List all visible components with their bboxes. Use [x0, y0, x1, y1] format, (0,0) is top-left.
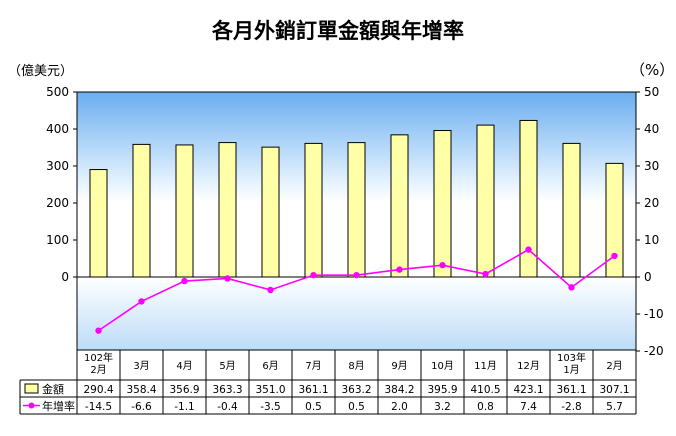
line-value-label: -3.5	[260, 401, 281, 413]
bar	[476, 124, 495, 278]
line-point	[439, 261, 446, 269]
category-label: 12月	[517, 360, 540, 372]
left-axis-tick-label: 500	[46, 85, 69, 99]
line-value-label: 5.7	[606, 401, 623, 413]
bar-value-label: 361.1	[298, 384, 328, 396]
line-value-label: -6.6	[131, 401, 152, 413]
bar	[304, 142, 323, 278]
bar-value-label: 395.9	[427, 384, 457, 396]
right-axis-tick-label: -10	[644, 307, 664, 321]
right-axis-unit: （%）	[630, 61, 674, 79]
line-point	[95, 327, 102, 334]
right-axis-tick-label: 10	[644, 233, 659, 247]
left-axis-tick-label: 400	[46, 122, 69, 136]
left-axis-tick-label: 300	[46, 159, 69, 173]
bar	[562, 142, 581, 278]
category-label: 3月	[133, 360, 149, 372]
bar	[261, 146, 280, 278]
bar-value-label: 423.1	[513, 384, 543, 396]
line-value-label: 7.4	[520, 401, 537, 413]
line-value-label: 0.8	[477, 401, 494, 413]
line-value-label: -2.8	[561, 401, 582, 413]
right-axis-tick-label: 50	[644, 85, 659, 99]
category-label: 4月	[176, 360, 192, 372]
category-label: 7月	[305, 360, 321, 372]
line-value-label: 3.2	[434, 401, 451, 413]
right-axis-tick-label: 20	[644, 196, 659, 210]
left-axis-tick-label: 100	[46, 233, 69, 247]
bar	[89, 169, 108, 278]
bar-value-label: 290.4	[83, 384, 113, 396]
line-value-label: -0.4	[217, 401, 238, 413]
line-point	[568, 284, 575, 291]
bar-value-label: 384.2	[384, 384, 414, 396]
category-label: 6月	[262, 360, 278, 372]
bar	[390, 134, 409, 278]
category-label: 102年 2月	[84, 351, 113, 376]
line-point	[353, 271, 360, 279]
category-label: 10月	[431, 360, 454, 372]
category-label: 11月	[474, 360, 497, 372]
legend-line-label: 年增率	[42, 399, 75, 413]
line-value-label: 0.5	[348, 401, 365, 413]
right-axis-tick-label: 0	[644, 270, 652, 284]
chart-title: 各月外銷訂單金額與年增率	[211, 18, 464, 43]
category-label: 9月	[391, 360, 407, 372]
bar	[605, 162, 624, 278]
plot-area-lower	[77, 277, 636, 350]
legend-line-marker	[28, 402, 35, 409]
legend-bar-swatch	[24, 383, 39, 394]
left-axis-unit: （億美元）	[8, 63, 73, 79]
category-label: 103年 1月	[557, 351, 586, 376]
plot-frame	[76, 91, 637, 351]
bar	[433, 130, 452, 278]
category-label: 2月	[606, 360, 622, 372]
right-axis-tick-label: -20	[644, 344, 664, 358]
line-point	[224, 275, 231, 282]
line-value-label: -14.5	[85, 401, 112, 413]
bar-value-label: 356.9	[169, 384, 199, 396]
legend-bar-label: 金額	[42, 382, 64, 396]
left-axis-tick-label: 0	[61, 270, 69, 284]
line-point	[310, 271, 317, 279]
line-point	[482, 270, 489, 278]
right-axis-tick-label: 30	[644, 159, 659, 173]
line-point	[525, 246, 532, 253]
bar-value-label: 361.1	[556, 384, 586, 396]
bar-value-label: 363.3	[212, 384, 242, 396]
category-label: 8月	[348, 360, 364, 372]
bar-value-label: 351.0	[255, 384, 285, 396]
bar	[218, 142, 237, 278]
right-axis-tick-label: 40	[644, 122, 659, 136]
category-label: 5月	[219, 360, 235, 372]
bar-value-label: 363.2	[341, 384, 371, 396]
line-point	[267, 286, 274, 294]
bar-value-label: 307.1	[599, 384, 629, 396]
bar-value-label: 410.5	[470, 384, 500, 396]
bar-value-label: 358.4	[126, 384, 156, 396]
bar	[132, 143, 151, 278]
line-point	[181, 277, 188, 285]
bar	[519, 119, 538, 278]
line-value-label: -1.1	[174, 401, 195, 413]
bar	[347, 142, 366, 278]
line-point	[611, 252, 618, 260]
line-value-label: 0.5	[305, 401, 322, 413]
line-value-label: 2.0	[391, 401, 408, 413]
line-point	[396, 266, 403, 273]
line-point	[138, 298, 145, 305]
bar	[175, 144, 194, 278]
left-axis-tick-label: 200	[46, 196, 69, 210]
